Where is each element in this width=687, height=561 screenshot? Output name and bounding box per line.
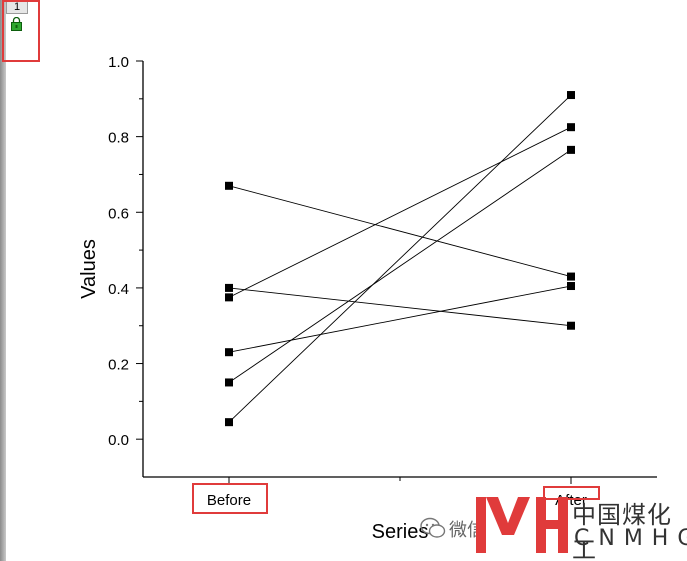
data-point[interactable] — [567, 282, 575, 291]
y-tick-label: 0.0 — [108, 432, 129, 449]
series-line-4 — [228, 285, 572, 353]
series-line-3 — [228, 126, 572, 298]
window-left-border — [0, 0, 6, 561]
data-point[interactable] — [225, 418, 233, 427]
y-tick-label: 0.2 — [108, 357, 129, 374]
data-markers — [225, 91, 575, 427]
wechat-icon — [420, 517, 446, 538]
y-tick-label: 0.6 — [108, 205, 129, 222]
data-point[interactable] — [567, 91, 575, 100]
data-point[interactable] — [567, 145, 575, 154]
series-line-2 — [228, 287, 572, 327]
data-point[interactable] — [225, 348, 233, 357]
y-tick-label: 0.8 — [108, 130, 129, 147]
brand-name-en: CNMHG — [574, 526, 687, 551]
data-point[interactable] — [567, 272, 575, 281]
data-point[interactable] — [225, 283, 233, 292]
series-lines — [228, 94, 572, 423]
data-point[interactable] — [567, 123, 575, 132]
after-label-highlight-box — [543, 486, 600, 500]
axes — [136, 60, 657, 484]
data-point[interactable] — [567, 321, 575, 330]
lock-icon[interactable] — [11, 17, 22, 31]
y-axis-title: Values — [78, 239, 100, 299]
brand-logo — [476, 497, 568, 553]
brand-name-cn: 中国煤化工 — [572, 501, 672, 561]
x-axis-title: Series — [372, 521, 429, 543]
data-point[interactable] — [225, 181, 233, 190]
series-line-6 — [228, 94, 572, 423]
y-tick-label: 1.0 — [108, 54, 129, 71]
series-line-5 — [228, 149, 572, 383]
data-point[interactable] — [225, 378, 233, 387]
y-tick-label: 0.4 — [108, 281, 129, 298]
x-tick-label: Before — [207, 492, 251, 509]
data-point[interactable] — [225, 293, 233, 302]
series-line-1 — [228, 185, 572, 277]
lock-highlight-box — [2, 0, 40, 62]
before-label-highlight-box — [192, 483, 268, 514]
